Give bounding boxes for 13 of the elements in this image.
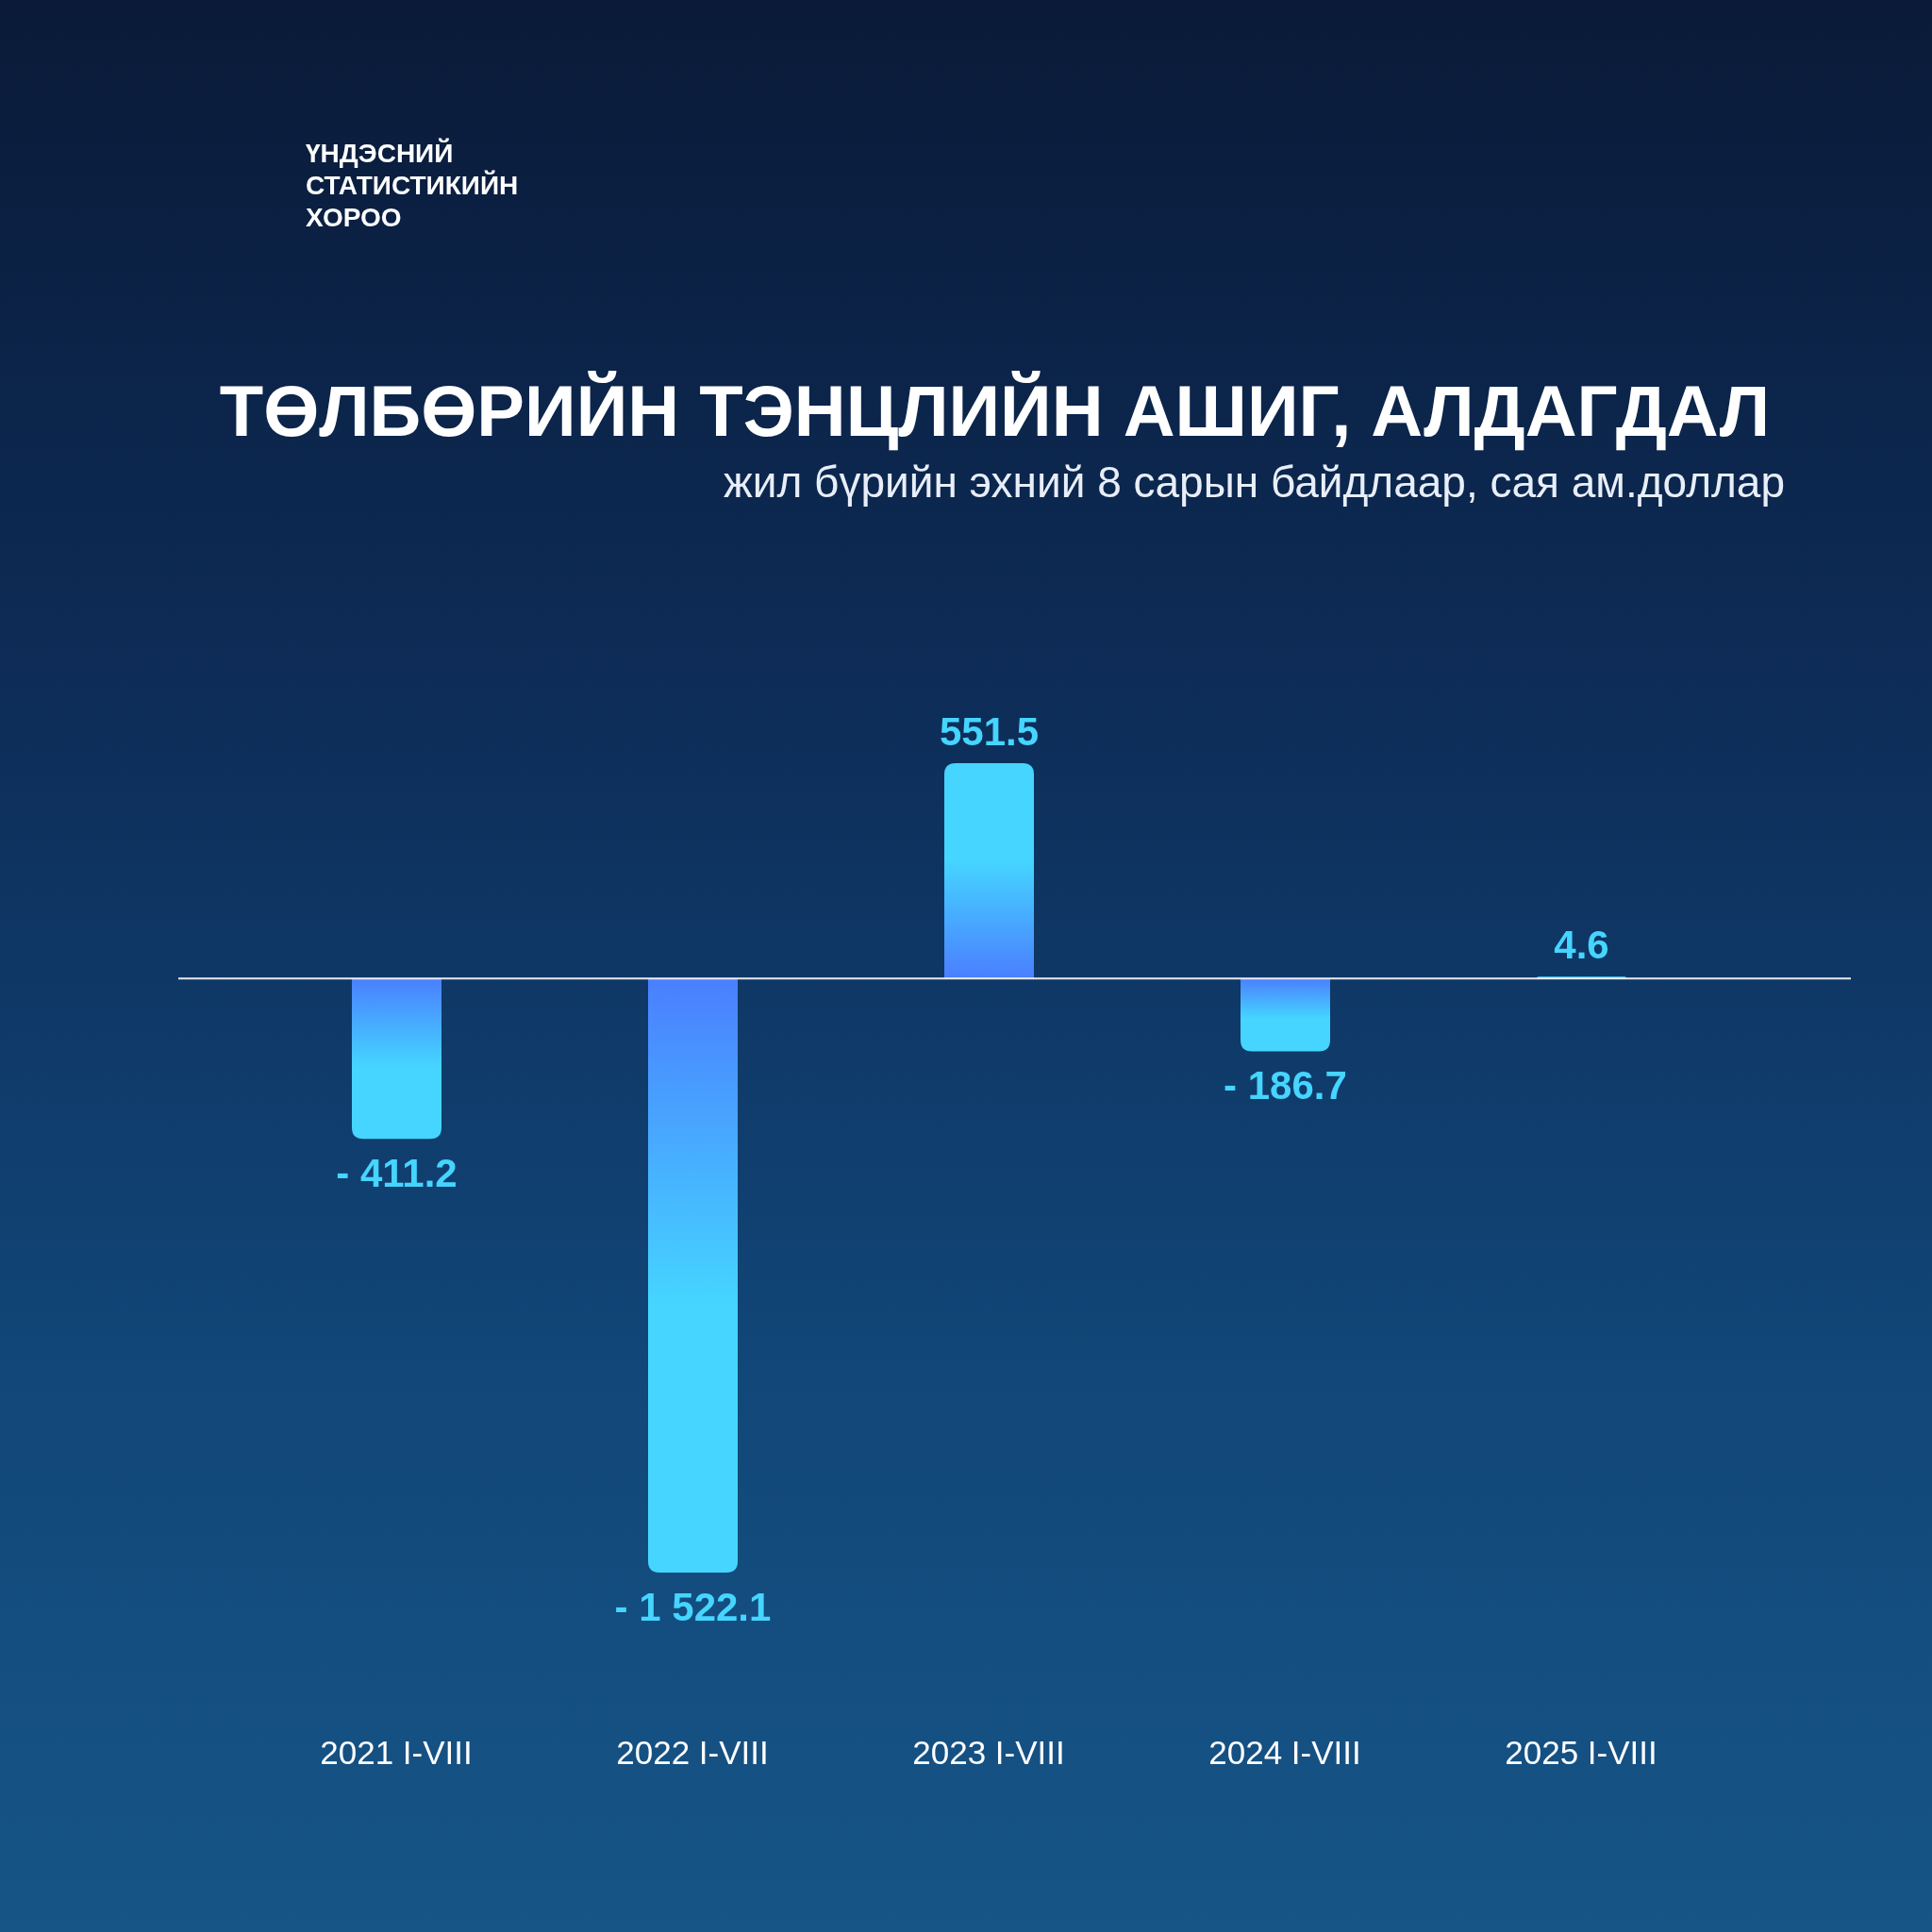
x-tick-label: 2023 I-VIII — [912, 1733, 1065, 1771]
data-label: 4.6 — [1554, 922, 1609, 967]
x-tick-label: 2021 I-VIII — [320, 1733, 473, 1771]
x-tick-label: 2025 I-VIII — [1505, 1733, 1657, 1771]
data-label: - 411.2 — [336, 1150, 458, 1195]
x-tick-label: 2022 I-VIII — [616, 1733, 769, 1771]
chart-subtitle: жил бүрийн эхний 8 сарын байдлаар, сая ам.доллар — [724, 458, 1785, 507]
x-tick-label: 2024 I-VIII — [1208, 1733, 1361, 1771]
chart-title: ТӨЛБӨРИЙН ТЭНЦЛИЙН АШИГ, АЛДАГДАЛ — [219, 371, 1770, 451]
data-label: 551.5 — [939, 708, 1040, 754]
data-label: - 1 522.1 — [614, 1584, 772, 1629]
text: ҮНДЭСНИЙ СТАТИСТИКИЙН ХОРОО — [306, 139, 519, 232]
data-label: - 186.7 — [1224, 1062, 1347, 1108]
